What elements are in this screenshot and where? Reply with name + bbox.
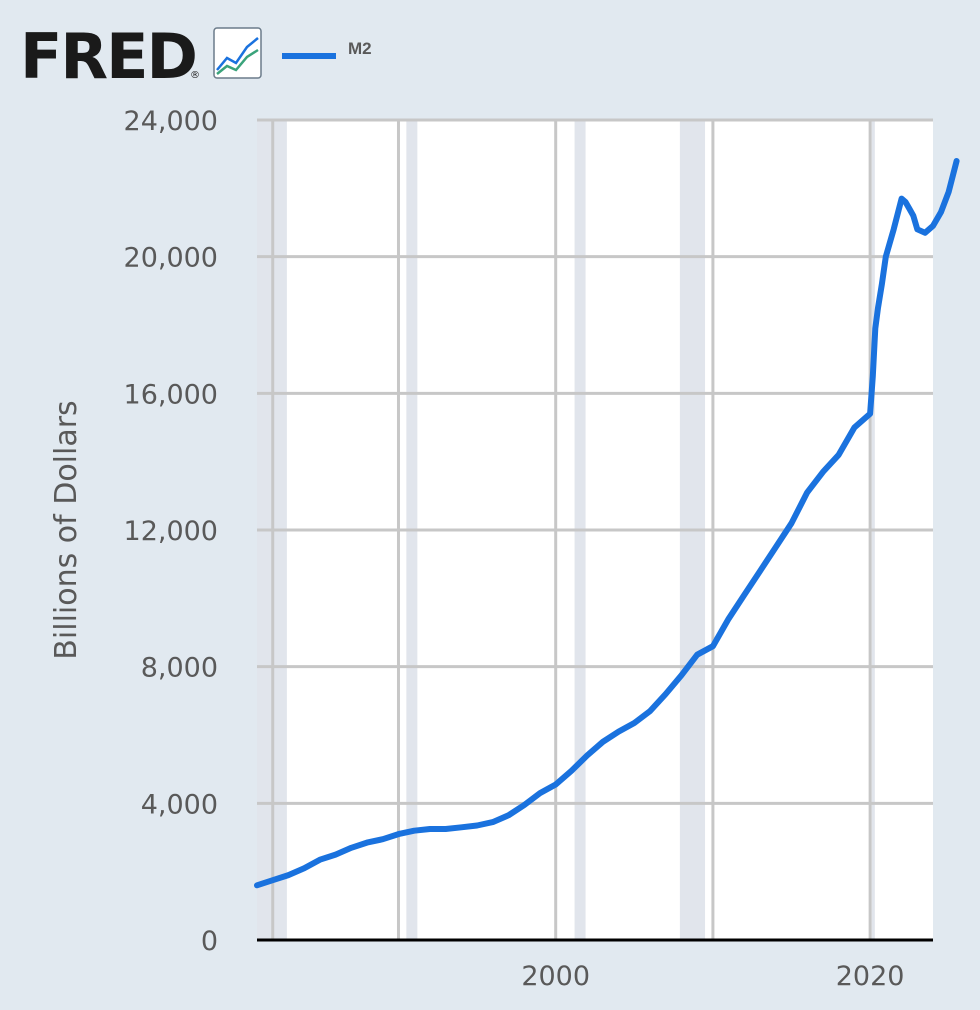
series-line-m2 bbox=[254, 158, 960, 889]
y-tick-label: 16,000 bbox=[124, 379, 218, 410]
y-tick-label: 0 bbox=[201, 926, 218, 957]
y-tick-label: 8,000 bbox=[141, 653, 218, 684]
x-axis-tick-labels: 2000 2020 bbox=[521, 961, 904, 992]
y-tick-label: 12,000 bbox=[124, 516, 218, 547]
y-axis-tick-labels: 0 4,000 8,000 12,000 16,000 20,000 24,000 bbox=[124, 106, 218, 957]
legend-label-m2: M2 bbox=[348, 39, 372, 58]
fred-logo[interactable]: FRED ® bbox=[20, 20, 262, 93]
series-layer bbox=[254, 158, 960, 889]
y-tick-label: 24,000 bbox=[124, 106, 218, 137]
x-tick-label: 2000 bbox=[521, 961, 590, 992]
x-tick-label: 2020 bbox=[836, 961, 905, 992]
line-chart-icon bbox=[213, 27, 262, 79]
y-tick-label: 20,000 bbox=[124, 243, 218, 274]
fred-logo-text: FRED bbox=[20, 20, 196, 93]
horizontal-gridlines bbox=[257, 118, 933, 805]
registered-mark: ® bbox=[190, 70, 200, 81]
y-tick-label: 4,000 bbox=[141, 789, 218, 820]
y-axis-title: Billions of Dollars bbox=[49, 400, 84, 659]
legend: M2 bbox=[282, 39, 372, 59]
